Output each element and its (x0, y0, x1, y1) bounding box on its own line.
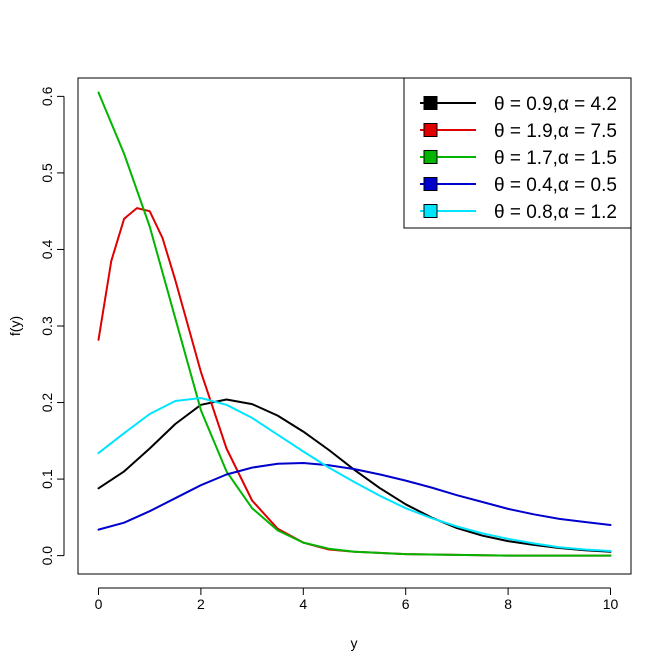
x-tick-label: 8 (504, 596, 512, 612)
legend-label: θ = 0.9,α = 4.2 (494, 94, 617, 115)
x-tick-label: 6 (402, 596, 410, 612)
y-tick-label: 0.0 (39, 546, 55, 566)
y-tick-label: 0.2 (39, 393, 55, 413)
y-tick-label: 0.6 (39, 86, 55, 106)
legend-swatch (423, 204, 438, 218)
curve-series-1 (97, 398, 612, 553)
legend-label: θ = 0.4,α = 0.5 (494, 175, 617, 196)
plot-frame (77, 77, 632, 575)
y-tick-label: 0.1 (39, 469, 55, 489)
curve-series-4 (97, 462, 612, 531)
legend-item: θ = 1.7,α = 1.5 (420, 148, 617, 169)
y-axis-label: f(y) (7, 316, 23, 336)
y-tick-label: 0.5 (39, 163, 55, 183)
legend-label: θ = 1.7,α = 1.5 (494, 148, 617, 169)
legend-item: θ = 1.9,α = 7.5 (420, 121, 617, 142)
x-tick-label: 0 (95, 596, 103, 612)
curve-series-5 (97, 397, 612, 552)
legend-item: θ = 0.8,α = 1.2 (420, 202, 617, 223)
x-tick-label: 4 (299, 596, 307, 612)
x-tick-label: 10 (603, 596, 619, 612)
legend-swatch (423, 123, 438, 137)
y-tick-label: 0.3 (39, 316, 55, 336)
legend-label: θ = 0.8,α = 1.2 (494, 202, 617, 223)
legend-swatch (423, 150, 438, 164)
x-axis: 0 2 4 6 8 10 (95, 587, 619, 612)
legend-swatch (423, 177, 438, 191)
legend: θ = 0.9,α = 4.2 θ = 1.9,α = 7.5 θ = 1.7,α … (403, 77, 632, 229)
legend-swatch (423, 96, 438, 110)
legend-item: θ = 0.4,α = 0.5 (420, 175, 617, 196)
curves-layer (97, 91, 612, 557)
curve-series-3 (97, 91, 612, 557)
curve-series-2 (97, 207, 612, 557)
x-axis-label: y (351, 635, 358, 651)
x-tick-label: 2 (197, 596, 205, 612)
y-axis: 0.0 0.1 0.2 0.3 0.4 0.5 0.6 (39, 86, 65, 566)
y-tick-label: 0.4 (39, 240, 55, 260)
legend-label: θ = 1.9,α = 7.5 (494, 121, 617, 142)
legend-item: θ = 0.9,α = 4.2 (420, 94, 617, 115)
